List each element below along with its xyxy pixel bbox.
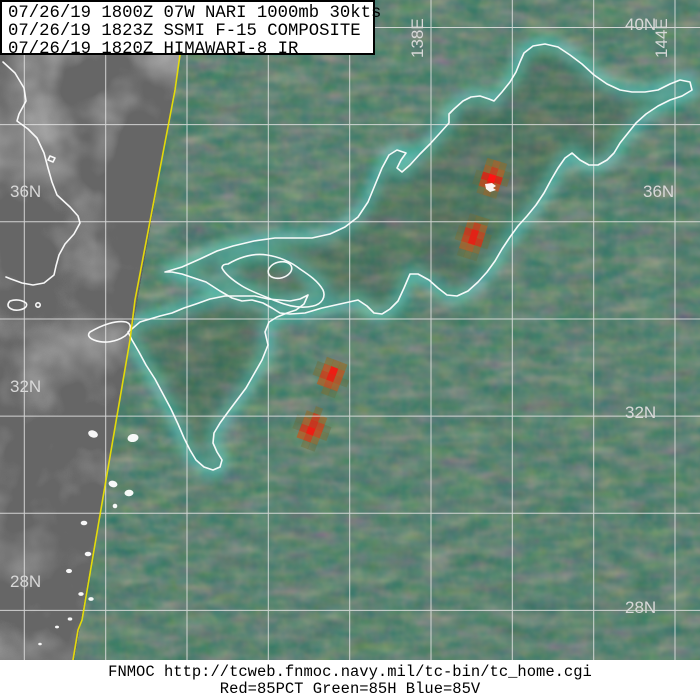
- svg-text:28N: 28N: [625, 598, 656, 617]
- svg-text:36N: 36N: [643, 182, 674, 201]
- svg-text:07/26/19 1823Z SSMI F-15 COM: 07/26/19 1823Z SSMI F-15 COMPOSITE: [8, 22, 361, 41]
- svg-text:07/26/19 1800Z 07W NARI 1000: 07/26/19 1800Z 07W NARI 1000mb 30kts: [8, 4, 381, 23]
- svg-text:28N: 28N: [10, 572, 41, 591]
- svg-text:32N: 32N: [10, 377, 41, 396]
- svg-text:07/26/19 1820Z HIMAWARI-8 IR: 07/26/19 1820Z HIMAWARI-8 IR: [8, 40, 298, 59]
- svg-text:32N: 32N: [625, 403, 656, 422]
- svg-text:FNMOC http://tcweb.fnmoc.navy: FNMOC http://tcweb.fnmoc.navy.mil/tc-bin…: [108, 663, 592, 681]
- svg-text:138E: 138E: [408, 18, 427, 58]
- svg-text:144E: 144E: [652, 18, 671, 58]
- svg-text:36N: 36N: [10, 182, 41, 201]
- svg-text:Red=85PCT Green=85H Blue=8: Red=85PCT Green=85H Blue=85V: [220, 680, 481, 698]
